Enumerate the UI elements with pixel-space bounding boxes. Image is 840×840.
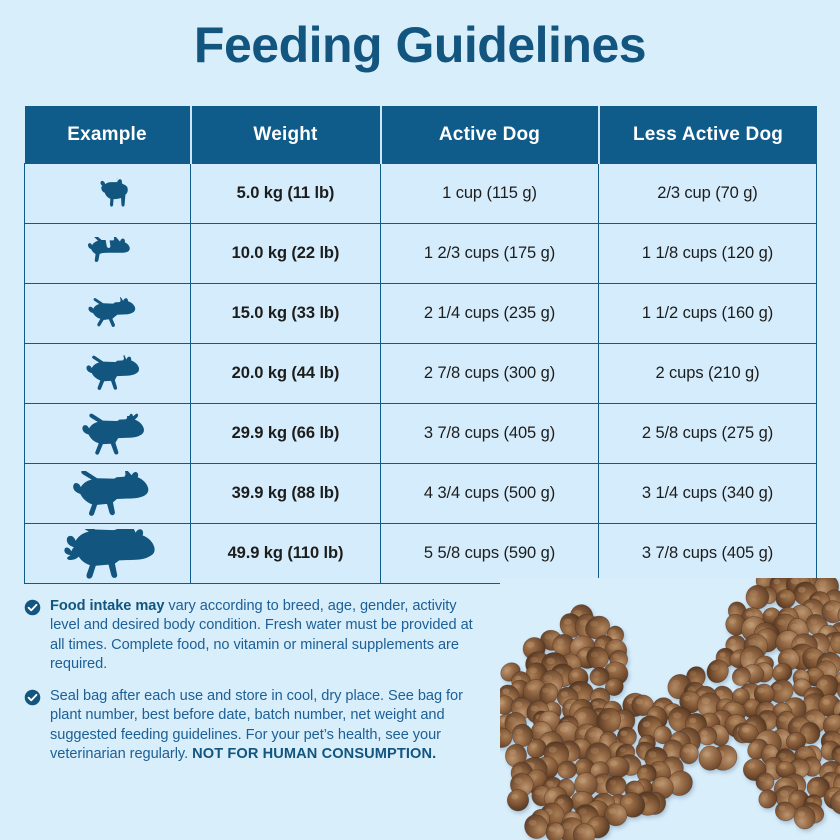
feeding-table: Example Weight Active Dog Less Active Do… xyxy=(24,106,817,584)
note-item: Seal bag after each use and store in coo… xyxy=(24,687,474,764)
dog-silhouette-xsmall xyxy=(25,164,190,223)
cell-active-dog: 2 7/8 cups (300 g) xyxy=(380,343,599,404)
note-body: Seal bag after each use and store in coo… xyxy=(50,688,463,762)
feeding-table-wrapper: Example Weight Active Dog Less Active Do… xyxy=(24,106,817,584)
note-body: vary according to breed, age, gender, ac… xyxy=(50,598,473,672)
cell-example xyxy=(24,463,191,524)
cell-less-active-dog: 3 1/4 cups (340 g) xyxy=(598,463,817,524)
kibble-bone-image xyxy=(500,578,840,840)
table-row: 5.0 kg (11 lb) 1 cup (115 g) 2/3 cup (70 g… xyxy=(24,163,817,224)
dog-silhouette-small xyxy=(25,224,190,283)
cell-less-active-dog: 2/3 cup (70 g) xyxy=(598,163,817,224)
table-header: Example Weight Active Dog Less Active Do… xyxy=(24,106,817,164)
table-row: 49.9 kg (110 lb) 5 5/8 cups (590 g) 3 7/8 … xyxy=(24,523,817,584)
column-header-active-dog: Active Dog xyxy=(379,106,600,164)
dog-silhouette-large xyxy=(25,464,190,523)
check-circle-icon xyxy=(24,599,41,616)
table-row: 15.0 kg (33 lb) 2 1/4 cups (235 g) 1 1/2 c… xyxy=(24,283,817,344)
table-row: 39.9 kg (88 lb) 4 3/4 cups (500 g) 3 1/4 c… xyxy=(24,463,817,524)
cell-less-active-dog: 2 cups (210 g) xyxy=(598,343,817,404)
cell-example xyxy=(24,343,191,404)
note-item: Food intake may vary according to breed,… xyxy=(24,597,474,674)
table-header-row: Example Weight Active Dog Less Active Do… xyxy=(24,106,817,164)
cell-weight: 15.0 kg (33 lb) xyxy=(190,283,381,344)
dog-silhouette-medium xyxy=(25,344,190,403)
table-row: 10.0 kg (22 lb) 1 2/3 cups (175 g) 1 1/8 c… xyxy=(24,223,817,284)
table-row: 29.9 kg (66 lb) 3 7/8 cups (405 g) 2 5/8 c… xyxy=(24,403,817,464)
dog-silhouette-xlarge xyxy=(25,524,190,583)
cell-example xyxy=(24,223,191,284)
cell-weight: 29.9 kg (66 lb) xyxy=(190,403,381,464)
dog-silhouette-medium-small xyxy=(25,284,190,343)
cell-less-active-dog: 1 1/8 cups (120 g) xyxy=(598,223,817,284)
cell-example xyxy=(24,283,191,344)
cell-weight: 39.9 kg (88 lb) xyxy=(190,463,381,524)
cell-example xyxy=(24,163,191,224)
column-header-weight: Weight xyxy=(189,106,382,164)
check-circle-icon xyxy=(24,689,41,706)
cell-example xyxy=(24,523,191,584)
cell-active-dog: 1 2/3 cups (175 g) xyxy=(380,223,599,284)
note-text: Seal bag after each use and store in coo… xyxy=(50,687,474,764)
notes-list: Food intake may vary according to breed,… xyxy=(24,597,474,777)
note-caps: NOT FOR HUMAN CONSUMPTION. xyxy=(192,745,437,762)
cell-example xyxy=(24,403,191,464)
table-row: 20.0 kg (44 lb) 2 7/8 cups (300 g) 2 cups … xyxy=(24,343,817,404)
note-lead: Food intake may xyxy=(50,598,165,614)
cell-weight: 20.0 kg (44 lb) xyxy=(190,343,381,404)
column-header-example: Example xyxy=(24,106,192,164)
cell-active-dog: 1 cup (115 g) xyxy=(380,163,599,224)
cell-active-dog: 2 1/4 cups (235 g) xyxy=(380,283,599,344)
cell-less-active-dog: 1 1/2 cups (160 g) xyxy=(598,283,817,344)
cell-active-dog: 3 7/8 cups (405 g) xyxy=(380,403,599,464)
cell-weight: 5.0 kg (11 lb) xyxy=(190,163,381,224)
cell-less-active-dog: 3 7/8 cups (405 g) xyxy=(598,523,817,584)
cell-weight: 49.9 kg (110 lb) xyxy=(190,523,381,584)
cell-active-dog: 4 3/4 cups (500 g) xyxy=(380,463,599,524)
column-header-less-active-dog: Less Active Dog xyxy=(597,106,817,164)
page-title: Feeding Guidelines xyxy=(193,17,647,73)
table-body: 5.0 kg (11 lb) 1 cup (115 g) 2/3 cup (70 g… xyxy=(24,163,817,584)
cell-less-active-dog: 2 5/8 cups (275 g) xyxy=(598,403,817,464)
note-text: Food intake may vary according to breed,… xyxy=(50,597,474,674)
kibble-bone-illustration xyxy=(500,578,840,840)
dog-silhouette-medium-large xyxy=(25,404,190,463)
cell-weight: 10.0 kg (22 lb) xyxy=(190,223,381,284)
cell-active-dog: 5 5/8 cups (590 g) xyxy=(380,523,599,584)
